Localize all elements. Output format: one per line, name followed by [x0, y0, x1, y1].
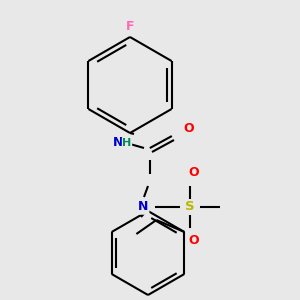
Text: F: F [126, 20, 134, 34]
Text: N: N [113, 136, 123, 148]
Text: N: N [138, 200, 148, 214]
Text: O: O [184, 122, 194, 134]
Text: O: O [189, 235, 199, 248]
Text: O: O [189, 167, 199, 179]
Text: H: H [122, 138, 132, 148]
Text: S: S [185, 200, 195, 214]
